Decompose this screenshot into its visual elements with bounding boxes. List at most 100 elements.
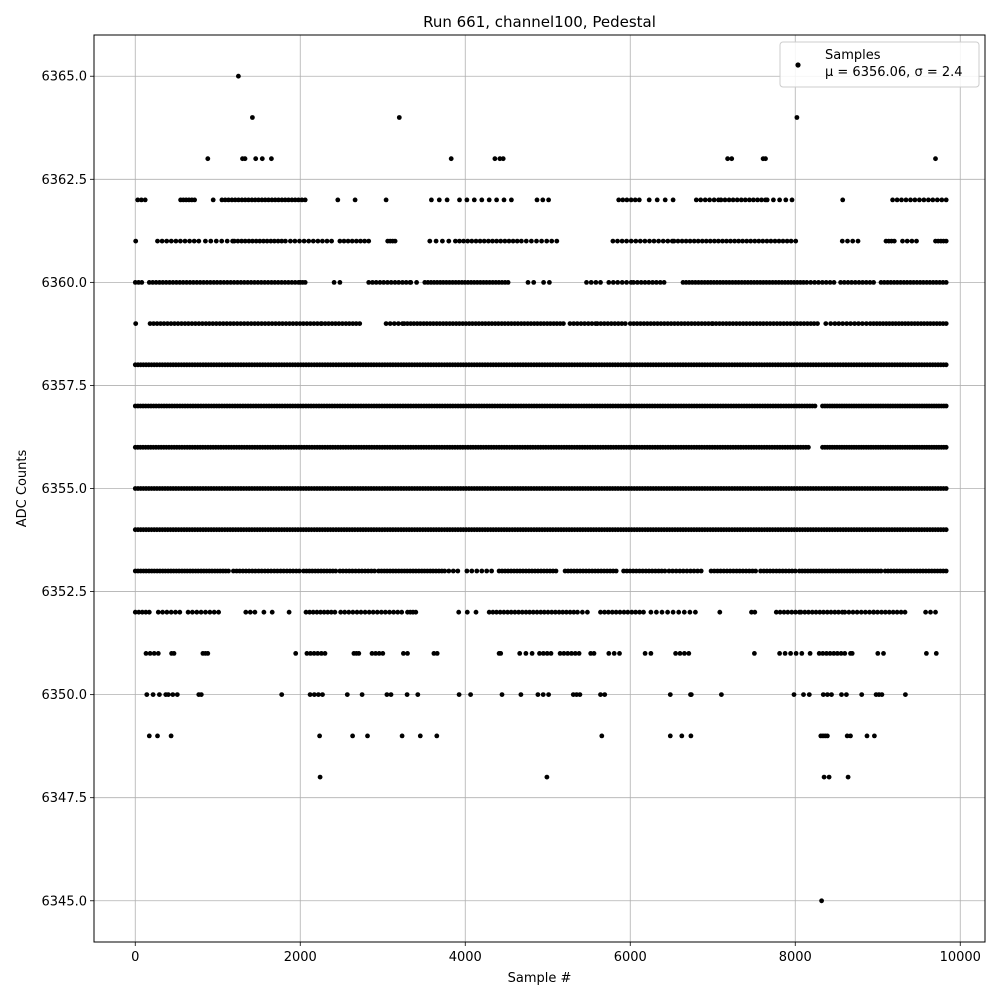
- data-point: [909, 238, 915, 244]
- data-point: [752, 651, 757, 656]
- data-point: [269, 280, 274, 285]
- data-point: [633, 609, 638, 615]
- data-point: [812, 403, 818, 409]
- data-point: [908, 197, 913, 203]
- data-point: [777, 197, 782, 203]
- data-point: [173, 238, 179, 244]
- data-point: [147, 321, 153, 326]
- data-point: [917, 197, 922, 203]
- data-point: [231, 238, 237, 244]
- data-point: [556, 609, 562, 615]
- data-point: [168, 238, 174, 244]
- data-point: [177, 280, 183, 285]
- data-point: [702, 197, 708, 203]
- data-point: [373, 280, 379, 285]
- data-point: [357, 321, 363, 326]
- data-point: [358, 238, 363, 244]
- data-point: [567, 609, 573, 615]
- data-point: [158, 321, 164, 326]
- data-point: [689, 321, 694, 326]
- data-point: [387, 321, 393, 326]
- data-point: [561, 651, 567, 656]
- data-point: [848, 733, 853, 739]
- data-point: [798, 321, 803, 326]
- data-point: [157, 692, 162, 697]
- data-point: [706, 321, 711, 326]
- data-point: [549, 238, 555, 244]
- data-point: [617, 651, 622, 656]
- data-point: [286, 609, 292, 615]
- data-point: [747, 321, 753, 326]
- data-point: [699, 238, 705, 244]
- data-point: [593, 280, 599, 285]
- data-point: [902, 609, 908, 615]
- data-point: [221, 280, 227, 285]
- data-point: [727, 321, 732, 326]
- data-point: [252, 609, 258, 615]
- data-point: [711, 197, 717, 203]
- data-point: [238, 321, 244, 326]
- data-point: [308, 321, 313, 326]
- data-point: [245, 280, 251, 285]
- data-point: [205, 156, 211, 162]
- data-point: [246, 238, 252, 244]
- data-point: [827, 280, 833, 285]
- data-point: [418, 321, 423, 326]
- data-point: [387, 609, 392, 615]
- data-point: [846, 609, 852, 615]
- data-point: [150, 692, 156, 697]
- data-point: [619, 280, 625, 285]
- data-point: [863, 609, 868, 615]
- data-point: [792, 568, 798, 574]
- data-point: [198, 692, 204, 697]
- data-point: [820, 692, 826, 697]
- data-point: [637, 238, 643, 244]
- data-point: [712, 238, 717, 244]
- data-point: [288, 238, 293, 244]
- data-point: [720, 321, 726, 326]
- data-point: [473, 609, 479, 615]
- data-point: [201, 280, 207, 285]
- data-point: [825, 692, 830, 697]
- data-point: [864, 733, 870, 739]
- data-point: [747, 197, 752, 203]
- data-point: [250, 238, 255, 244]
- data-point: [654, 609, 659, 615]
- data-point: [508, 609, 514, 615]
- data-point: [836, 609, 841, 615]
- data-point: [196, 238, 202, 244]
- data-point: [379, 609, 384, 615]
- data-point: [565, 651, 571, 656]
- y-tick-label: 6365.0: [42, 70, 88, 85]
- data-point: [852, 321, 857, 326]
- data-point: [943, 527, 949, 533]
- data-point: [302, 197, 308, 203]
- data-point: [798, 609, 804, 615]
- data-point: [408, 280, 414, 285]
- data-point: [133, 321, 139, 326]
- data-point: [279, 692, 285, 697]
- data-point: [754, 321, 760, 326]
- data-point: [522, 321, 527, 326]
- data-point: [269, 609, 275, 615]
- data-point: [608, 321, 614, 326]
- data-point: [226, 568, 231, 574]
- data-point: [214, 280, 220, 285]
- data-point: [921, 280, 926, 285]
- data-point: [838, 651, 844, 656]
- data-point: [463, 321, 469, 326]
- data-point: [569, 651, 574, 656]
- data-point: [878, 280, 884, 285]
- data-point: [812, 280, 817, 285]
- data-point: [405, 651, 410, 656]
- data-point: [661, 280, 667, 285]
- data-point: [622, 321, 628, 326]
- data-point: [801, 280, 806, 285]
- data-point: [469, 238, 475, 244]
- data-point: [400, 280, 405, 285]
- data-point: [324, 238, 330, 244]
- data-point: [570, 692, 576, 697]
- data-point: [470, 321, 475, 326]
- data-point: [841, 280, 847, 285]
- data-point: [840, 321, 846, 326]
